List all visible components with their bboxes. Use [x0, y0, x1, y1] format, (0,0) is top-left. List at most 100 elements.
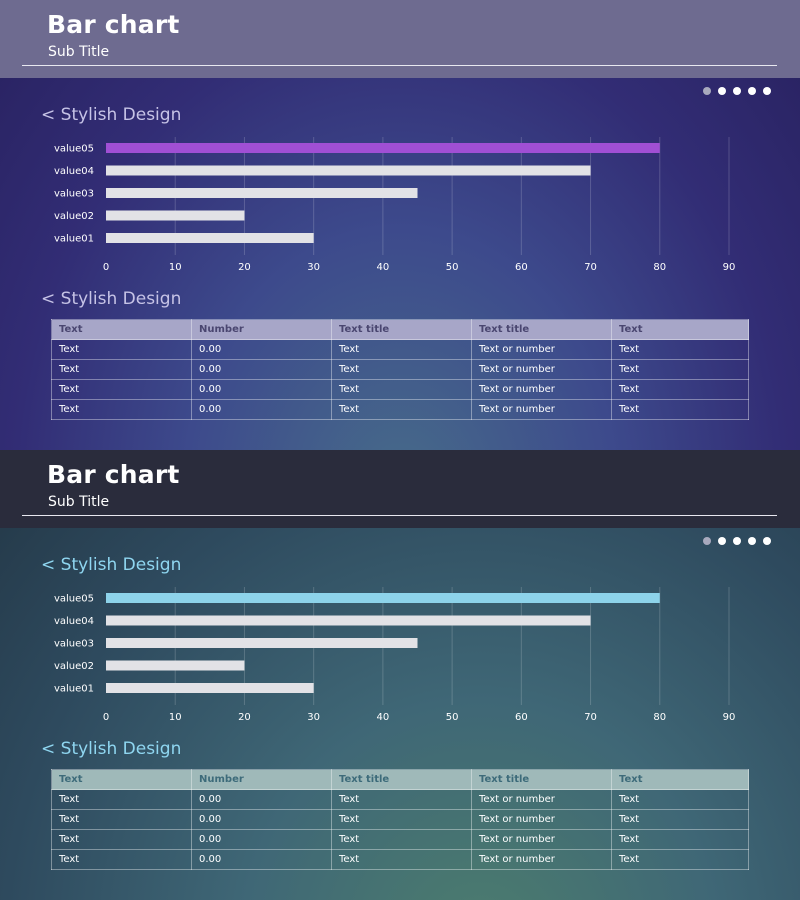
x-tick-label: 0: [103, 712, 109, 723]
table-row: Text 0.00 Text Text or number Text: [51, 789, 749, 810]
pagination-dot[interactable]: [763, 87, 771, 95]
bar: [106, 683, 314, 693]
x-tick-label: 30: [307, 712, 320, 723]
table-cell: 0.00: [191, 789, 332, 810]
slide-subtitle: Sub Title: [48, 44, 110, 60]
chart-heading: < Stylish Design: [41, 555, 182, 575]
table-cell: Text: [51, 359, 192, 380]
category-label: value03: [54, 639, 94, 650]
table-heading: < Stylish Design: [41, 289, 182, 309]
pagination-dot[interactable]: [748, 537, 756, 545]
table-row: Text 0.00 Text Text or number Text: [51, 849, 749, 870]
category-label: value04: [54, 616, 94, 627]
slide-title: Bar chart: [47, 10, 180, 39]
pagination-dot[interactable]: [733, 87, 741, 95]
table-cell: 0.00: [191, 359, 332, 380]
table-header-cell: Text: [51, 319, 192, 340]
x-tick-label: 40: [377, 262, 390, 273]
bar: [106, 233, 314, 243]
table-cell: Text: [611, 849, 749, 870]
table-cell: Text or number: [471, 339, 612, 360]
table-header-row: Text Number Text title Text title Text: [51, 319, 749, 340]
table-header-cell: Text title: [471, 319, 612, 340]
table-header-cell: Text: [611, 769, 749, 790]
category-label: value02: [54, 661, 94, 672]
table-cell: Text: [51, 399, 192, 420]
bar: [106, 615, 591, 626]
bar-chart: 0 10 20 30 40 50 60 70 80 90 value05 value04 value03…: [54, 587, 736, 723]
table-header-cell: Text title: [331, 769, 472, 790]
table-cell: Text: [611, 809, 749, 830]
bar: [106, 593, 660, 603]
x-tick-label: 90: [723, 712, 736, 723]
pagination-dot[interactable]: [703, 87, 711, 95]
x-tick-label: 70: [584, 712, 597, 723]
pagination-dot[interactable]: [748, 87, 756, 95]
table-cell: Text: [51, 829, 192, 850]
bar: [106, 165, 591, 176]
table-cell: Text: [331, 399, 472, 420]
pagination-dot[interactable]: [763, 537, 771, 545]
bar: [106, 188, 418, 198]
category-label: value01: [54, 684, 94, 695]
table-cell: Text or number: [471, 809, 612, 830]
category-label: value02: [54, 211, 94, 222]
table-cell: Text or number: [471, 849, 612, 870]
table-cell: 0.00: [191, 399, 332, 420]
slide-panel-teal: Bar chart Sub Title < Stylish Design 0 10…: [0, 450, 800, 900]
table-cell: Text or number: [471, 359, 612, 380]
x-tick-label: 60: [515, 712, 528, 723]
table-cell: Text: [51, 379, 192, 400]
x-tick-label: 10: [169, 712, 182, 723]
table-row: Text 0.00 Text Text or number Text: [51, 809, 749, 830]
table-cell: Text: [331, 359, 472, 380]
table-row: Text 0.00 Text Text or number Text: [51, 339, 749, 360]
table-cell: Text: [51, 339, 192, 360]
x-tick-label: 70: [584, 262, 597, 273]
x-tick-label: 40: [377, 712, 390, 723]
category-label: value03: [54, 189, 94, 200]
pagination-dot[interactable]: [718, 537, 726, 545]
chart-heading: < Stylish Design: [41, 105, 182, 125]
table-cell: 0.00: [191, 849, 332, 870]
x-tick-label: 80: [653, 262, 666, 273]
table-row: Text 0.00 Text Text or number Text: [51, 399, 749, 420]
table-header-cell: Number: [191, 769, 332, 790]
table-row: Text 0.00 Text Text or number Text: [51, 829, 749, 850]
x-tick-label: 60: [515, 262, 528, 273]
x-tick-label: 10: [169, 262, 182, 273]
data-table: Text Number Text title Text title Text Text 0.…: [51, 769, 749, 870]
x-tick-label: 20: [238, 712, 251, 723]
table-cell: 0.00: [191, 339, 332, 360]
table-cell: Text: [51, 789, 192, 810]
x-tick-label: 50: [446, 712, 459, 723]
slide-header: Bar chart Sub Title: [0, 0, 800, 78]
table-row: Text 0.00 Text Text or number Text: [51, 359, 749, 380]
slide-title: Bar chart: [47, 460, 180, 489]
table-row: Text 0.00 Text Text or number Text: [51, 379, 749, 400]
x-tick-label: 0: [103, 262, 109, 273]
table-header-row: Text Number Text title Text title Text: [51, 769, 749, 790]
table-cell: Text: [611, 789, 749, 810]
table-cell: Text: [611, 359, 749, 380]
table-cell: Text: [51, 809, 192, 830]
pagination-dot[interactable]: [718, 87, 726, 95]
table-cell: Text or number: [471, 789, 612, 810]
header-divider: [22, 65, 777, 66]
table-header-cell: Number: [191, 319, 332, 340]
bar: [106, 143, 660, 153]
slide-header: Bar chart Sub Title: [0, 450, 800, 528]
table-cell: 0.00: [191, 809, 332, 830]
table-cell: Text: [611, 829, 749, 850]
x-tick-label: 90: [723, 262, 736, 273]
x-tick-label: 20: [238, 262, 251, 273]
table-cell: Text or number: [471, 379, 612, 400]
table-cell: Text: [611, 379, 749, 400]
slide-subtitle: Sub Title: [48, 494, 110, 510]
table-header-cell: Text title: [331, 319, 472, 340]
table-cell: 0.00: [191, 829, 332, 850]
pagination-dot[interactable]: [703, 537, 711, 545]
table-cell: Text: [611, 339, 749, 360]
table-cell: Text: [331, 849, 472, 870]
pagination-dot[interactable]: [733, 537, 741, 545]
